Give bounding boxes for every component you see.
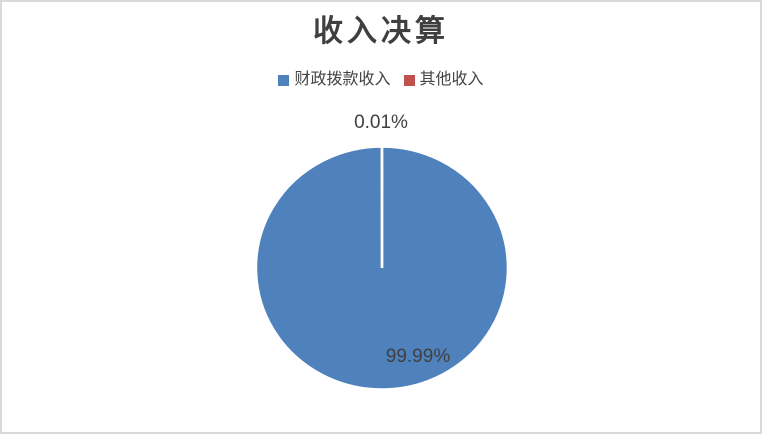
pie-chart [255, 145, 509, 391]
chart-legend: 财政拨款收入 其他收入 [2, 70, 760, 90]
legend-label-fiscal-appropriation-income: 财政拨款收入 [294, 71, 391, 88]
data-label-other-income: 0.01% [354, 112, 408, 133]
data-label-fiscal-appropriation-income: 99.99% [385, 346, 451, 367]
legend-label-other-income: 其他收入 [419, 71, 484, 88]
legend-item-fiscal-appropriation-income: 财政拨款收入 [278, 70, 391, 90]
legend-swatch-red-icon [403, 74, 415, 86]
legend-swatch-blue-icon [278, 74, 290, 86]
chart-title: 收入决算 [313, 15, 449, 48]
legend-item-other-income: 其他收入 [403, 70, 484, 90]
